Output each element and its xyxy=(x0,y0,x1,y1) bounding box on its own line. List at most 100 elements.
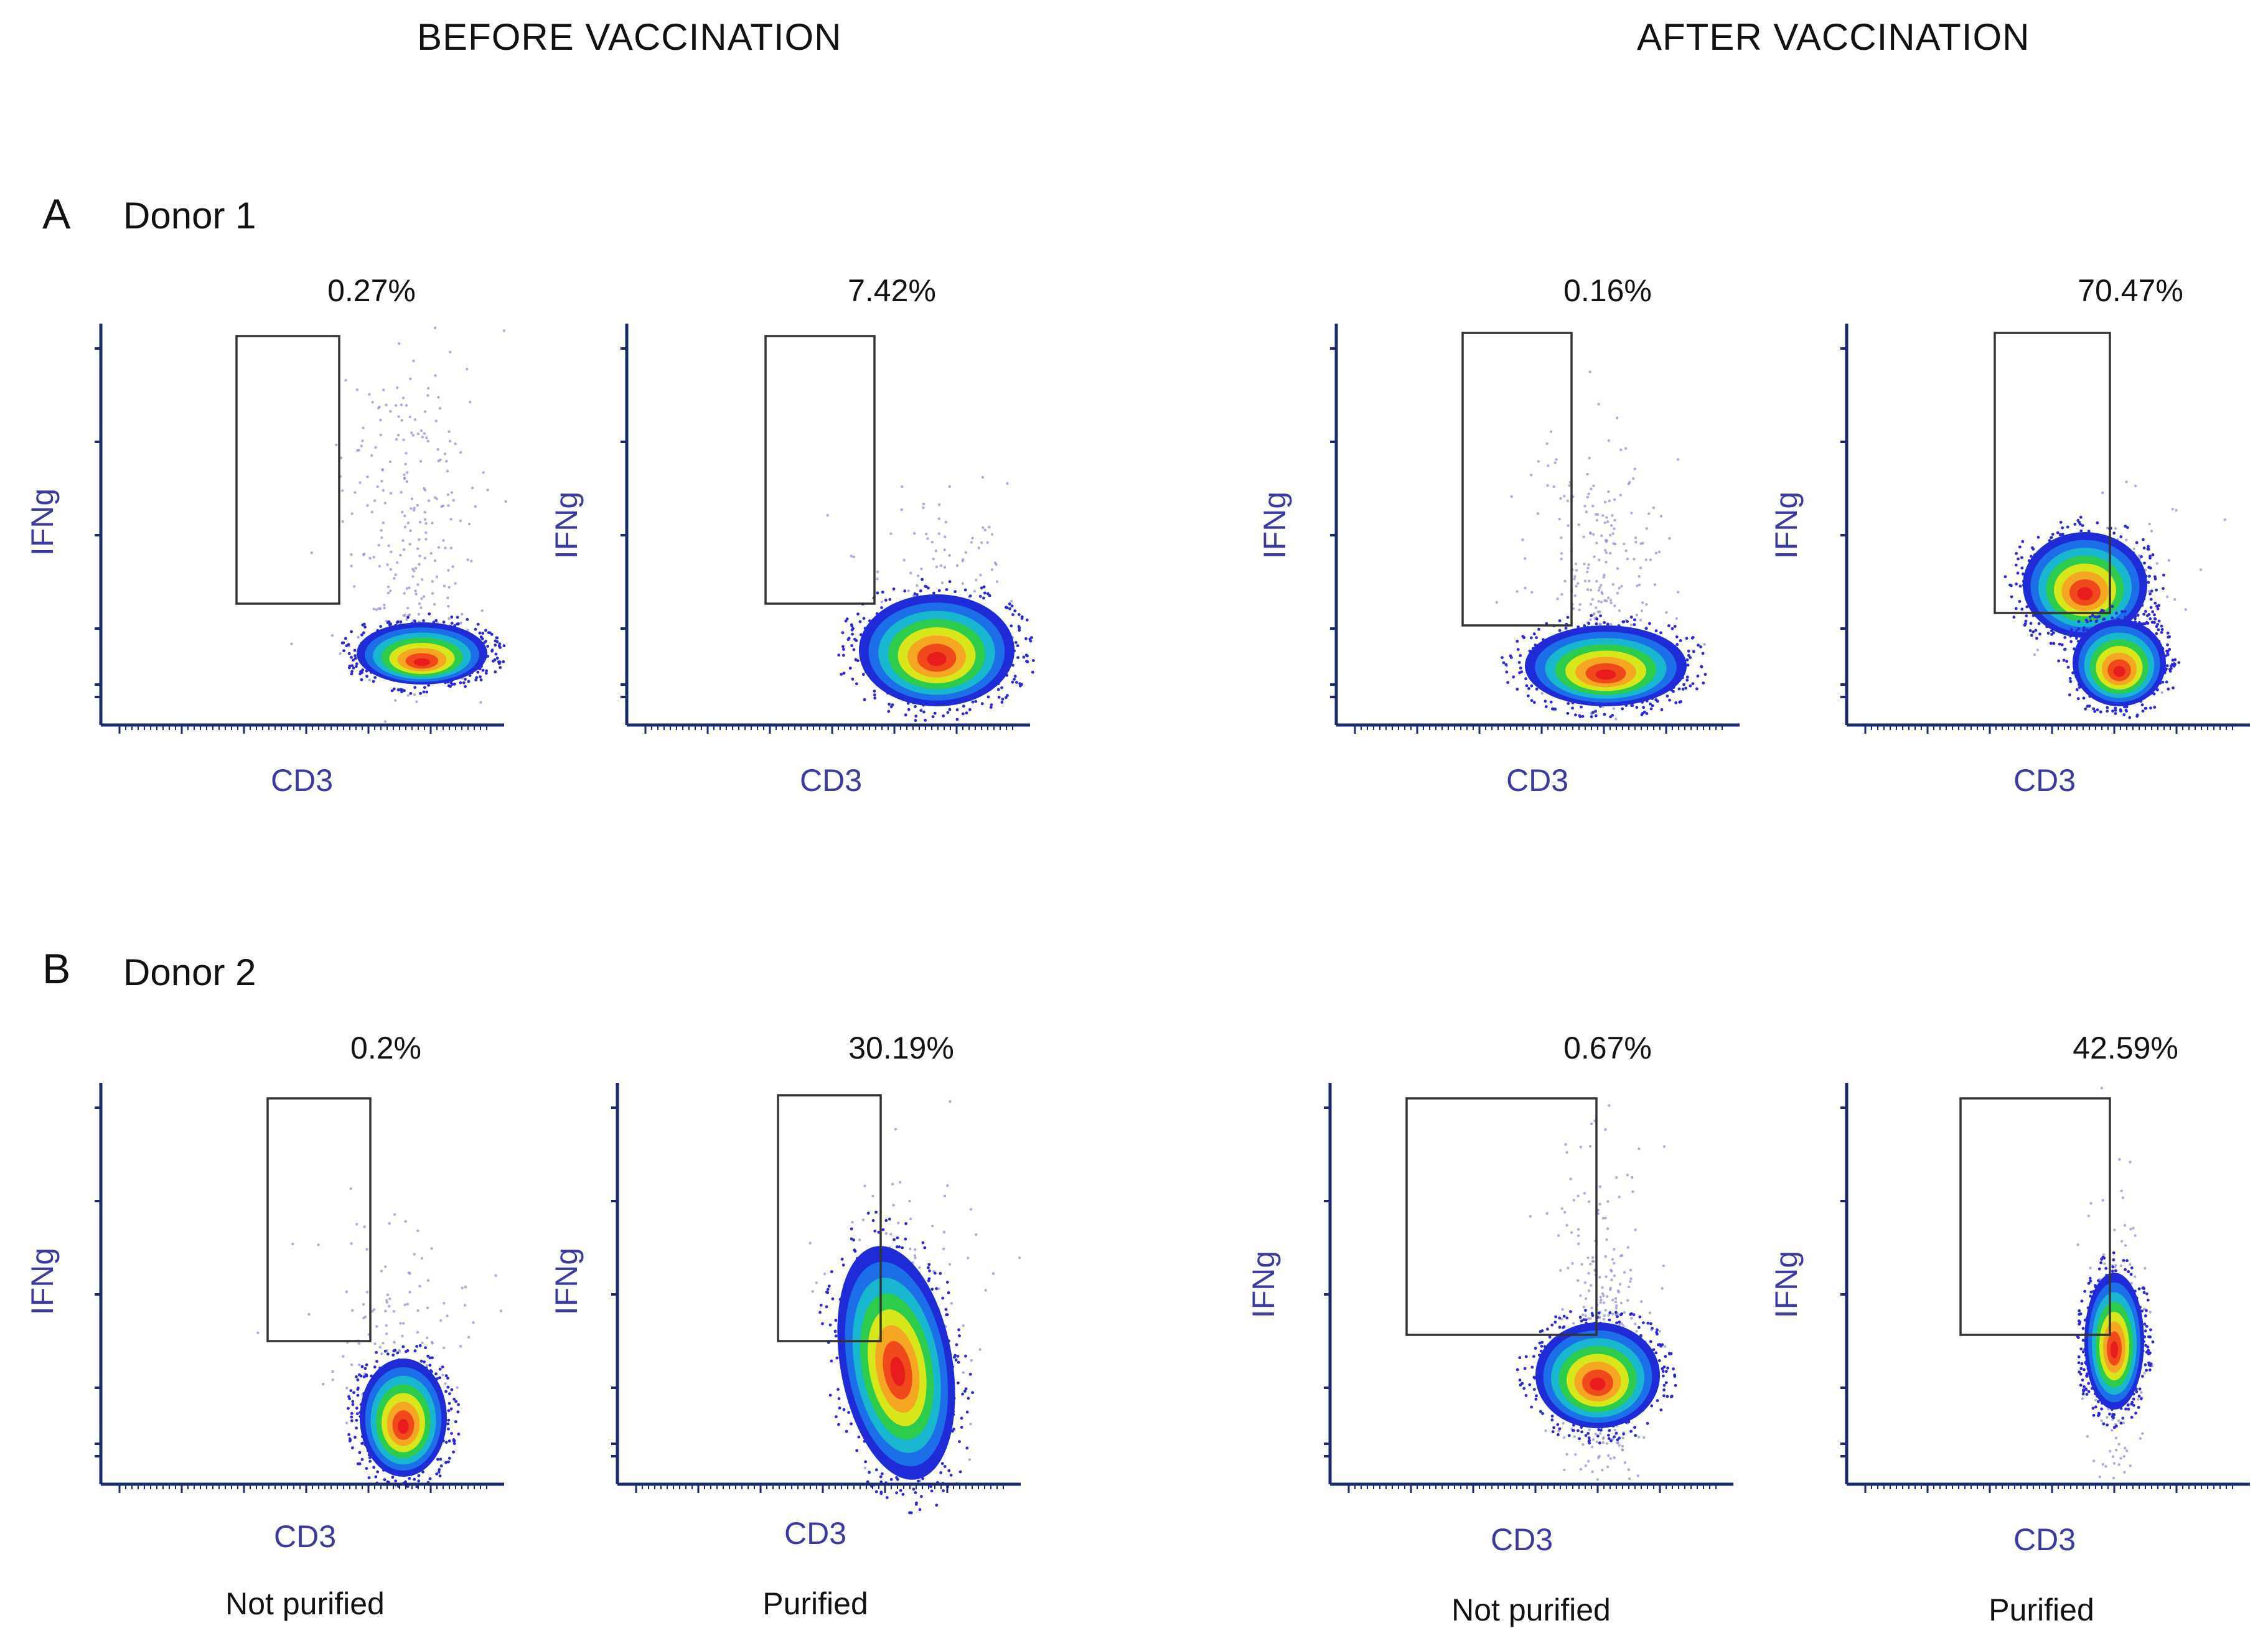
event-dot xyxy=(499,646,502,649)
event-dot xyxy=(943,1194,947,1197)
event-dot xyxy=(1572,1322,1575,1325)
event-dot xyxy=(2147,566,2150,569)
event-dot xyxy=(423,1360,426,1363)
event-dot xyxy=(948,485,951,488)
event-dot xyxy=(355,665,358,668)
event-dot xyxy=(1601,1217,1605,1220)
event-dot xyxy=(1624,447,1628,450)
event-dot xyxy=(427,683,430,687)
event-dot xyxy=(1609,623,1613,626)
event-dot xyxy=(1663,1345,1667,1348)
event-dot xyxy=(2199,568,2203,571)
event-dot xyxy=(1606,1295,1609,1298)
event-dot xyxy=(1662,1374,1665,1378)
event-dot xyxy=(416,433,420,436)
event-dot xyxy=(2096,708,2099,712)
event-dot xyxy=(2061,533,2064,536)
event-dot xyxy=(980,702,984,706)
event-dot xyxy=(1686,663,1690,667)
event-dot xyxy=(358,1451,362,1454)
event-dot xyxy=(2016,571,2020,575)
event-dot xyxy=(840,1257,844,1261)
event-dot xyxy=(1586,588,1590,591)
event-dot xyxy=(1583,505,1586,508)
event-dot xyxy=(368,393,371,396)
event-dot xyxy=(2101,1462,2104,1466)
event-dot xyxy=(2117,1443,2120,1446)
event-dot xyxy=(419,606,423,609)
event-dot xyxy=(2142,1287,2146,1290)
event-dot xyxy=(1536,512,1540,515)
event-dot xyxy=(427,386,430,390)
event-dot xyxy=(887,709,891,713)
event-dot xyxy=(1613,498,1616,502)
event-dot xyxy=(396,1351,400,1355)
event-dot xyxy=(2168,670,2172,673)
event-dot xyxy=(1516,688,1519,691)
event-dot xyxy=(434,374,437,377)
event-dot xyxy=(424,1346,427,1350)
event-dot xyxy=(413,1253,416,1256)
event-dot xyxy=(1569,1177,1572,1181)
event-dot xyxy=(946,711,950,714)
event-dot xyxy=(894,1128,897,1131)
event-dot xyxy=(2038,632,2041,636)
event-dot xyxy=(1656,1328,1659,1332)
event-dot xyxy=(2087,1214,2091,1217)
event-dot xyxy=(2146,622,2150,625)
event-dot xyxy=(351,1403,355,1406)
event-dot xyxy=(390,550,393,554)
event-dot xyxy=(467,522,471,526)
event-dot xyxy=(879,1480,883,1484)
event-dot xyxy=(2077,620,2081,624)
event-dot xyxy=(2079,515,2083,519)
y-axis-label-b3: IFNg xyxy=(1246,1250,1281,1319)
event-dot xyxy=(2151,610,2155,614)
event-dot xyxy=(1615,1304,1618,1307)
event-dot xyxy=(2102,1253,2106,1256)
event-dot xyxy=(447,1460,450,1464)
event-dot xyxy=(372,1466,375,1469)
event-dot xyxy=(401,1334,404,1337)
event-dot xyxy=(380,536,383,540)
event-dot xyxy=(375,1350,378,1354)
event-dot xyxy=(307,1312,311,1316)
event-dot xyxy=(2124,610,2127,614)
event-dot xyxy=(956,1354,960,1358)
event-dot xyxy=(426,1279,430,1282)
event-dot xyxy=(456,622,460,625)
event-dot xyxy=(1025,618,1029,622)
flow-plot-b-after-not-purified xyxy=(1324,1083,1733,1493)
event-dot xyxy=(868,1471,871,1474)
event-dot xyxy=(1545,442,1549,446)
event-dot xyxy=(1627,1468,1630,1471)
event-dot xyxy=(408,1291,411,1294)
event-dot xyxy=(1008,602,1011,606)
event-dot xyxy=(1582,1443,1585,1446)
event-dot xyxy=(888,1217,891,1221)
event-dot xyxy=(2076,1243,2079,1246)
event-dot xyxy=(352,658,355,662)
event-dot xyxy=(2097,1400,2100,1403)
event-dot xyxy=(1662,1394,1666,1398)
event-dot xyxy=(2130,1266,2134,1270)
event-dot xyxy=(355,662,358,666)
event-dot xyxy=(1604,1255,1607,1258)
event-dot xyxy=(467,1335,471,1339)
event-dot xyxy=(957,1328,960,1332)
event-dot xyxy=(1658,1330,1661,1333)
event-dot xyxy=(1673,1373,1676,1377)
event-dot xyxy=(378,405,381,409)
event-dot xyxy=(421,1341,424,1345)
event-dot xyxy=(986,541,989,544)
event-dot xyxy=(952,1428,955,1431)
event-dot xyxy=(360,678,363,681)
event-dot xyxy=(2149,554,2152,558)
event-dot xyxy=(1528,1383,1532,1387)
event-dot xyxy=(1610,1278,1613,1281)
event-dot xyxy=(376,1470,380,1474)
event-dot xyxy=(373,1342,377,1345)
event-dot xyxy=(450,622,454,625)
event-dot xyxy=(1605,1442,1609,1445)
event-dot xyxy=(1672,690,1675,693)
